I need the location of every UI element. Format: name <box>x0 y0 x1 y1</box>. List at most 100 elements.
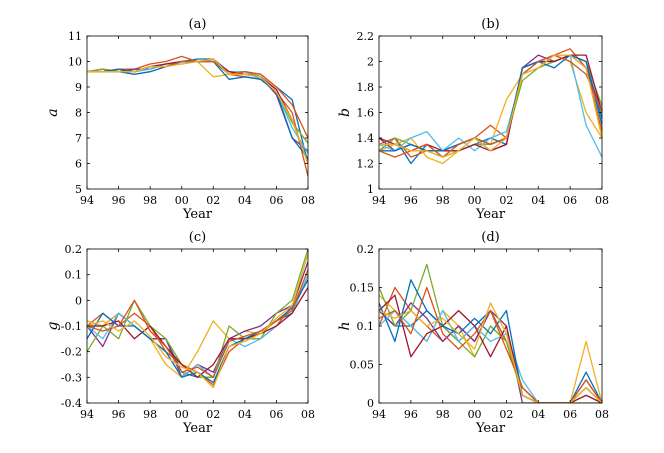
x-tick-label: 98 <box>143 194 157 207</box>
y-tick-label: -0.3 <box>61 371 82 384</box>
series-line <box>87 249 308 378</box>
series-line <box>379 54 602 152</box>
series-line <box>379 263 602 403</box>
series-line <box>87 60 308 144</box>
series-line <box>379 286 602 403</box>
series-line <box>379 302 602 403</box>
panel-title: (c) <box>189 230 206 245</box>
series-line <box>379 54 602 152</box>
x-tick-label: 96 <box>404 194 418 207</box>
y-tick-label: 2 <box>367 56 374 69</box>
series-line <box>87 60 308 154</box>
x-tick-label: 96 <box>112 194 126 207</box>
x-tick-label: 08 <box>301 408 315 421</box>
panel-title: (d) <box>481 230 499 245</box>
y-tick-label: 7 <box>75 132 82 145</box>
y-tick-label: 1 <box>367 183 374 196</box>
panel-b: 94 96 98 00 02 04 06 08 1 1.2 1.4 1.6 1.8 2 2.2 (b) Year… <box>337 17 609 222</box>
x-tick-label: 96 <box>112 408 126 421</box>
x-tick-label: 02 <box>206 194 220 207</box>
series-line <box>87 60 308 139</box>
x-tick-label: 94 <box>80 194 94 207</box>
y-tick-label: 1.8 <box>357 81 375 94</box>
x-tick-label: 98 <box>436 408 450 421</box>
x-axis-label: Year <box>475 421 506 436</box>
y-tick-label: 0 <box>75 294 82 307</box>
x-tick-label: 94 <box>372 194 386 207</box>
x-tick-label: 08 <box>301 194 315 207</box>
y-tick-label: 0.05 <box>350 359 375 372</box>
x-axis-label: Year <box>475 207 506 222</box>
series-line <box>87 58 308 164</box>
y-tick-label: 9 <box>75 81 82 94</box>
series-line <box>379 54 602 158</box>
series-line <box>87 60 308 159</box>
y-tick-label: 6 <box>75 158 82 171</box>
series-line <box>87 253 308 389</box>
y-axis-label: g <box>45 321 61 330</box>
series-line <box>379 279 602 403</box>
y-axis-label: h <box>337 321 353 330</box>
x-tick-label: 08 <box>595 408 609 421</box>
y-tick-label: 0.1 <box>65 269 83 282</box>
y-tick-label: 0.2 <box>357 243 375 256</box>
x-tick-label: 06 <box>563 194 577 207</box>
x-tick-label: 02 <box>499 408 513 421</box>
panel-c: 94 96 98 00 02 04 06 08 -0.4 -0.3 -0.2 -0.1 0 0.1 0.2 (… <box>45 230 315 436</box>
x-tick-label: 94 <box>372 408 386 421</box>
panel-a: 94 96 98 00 02 04 06 08 5 6 7 8 9 10 11 (a) Year a <box>45 17 315 222</box>
x-tick-label: 00 <box>468 408 482 421</box>
series-line <box>379 54 602 152</box>
y-tick-label: 8 <box>75 107 82 120</box>
y-tick-label: 2.2 <box>357 30 375 43</box>
y-tick-label: 0.1 <box>357 320 375 333</box>
series-line <box>87 279 308 386</box>
series-line <box>87 287 308 378</box>
panel-title: (b) <box>481 17 499 32</box>
series-line <box>87 55 308 177</box>
x-tick-label: 94 <box>80 408 94 421</box>
x-tick-label: 02 <box>206 408 220 421</box>
y-tick-label: -0.4 <box>61 397 82 410</box>
x-tick-label: 00 <box>468 194 482 207</box>
series-line <box>87 269 308 378</box>
y-tick-label: -0.1 <box>61 320 82 333</box>
x-tick-label: 00 <box>175 194 189 207</box>
y-tick-label: 11 <box>68 30 82 43</box>
panel-title: (a) <box>189 17 207 32</box>
x-tick-label: 08 <box>595 194 609 207</box>
series-group <box>87 55 308 177</box>
x-tick-label: 96 <box>404 408 418 421</box>
x-tick-label: 04 <box>531 408 545 421</box>
panel-d: 94 96 98 00 02 04 06 08 0 0.05 0.1 0.15 0.2 (d) Year h <box>337 230 609 436</box>
y-tick-label: 0.15 <box>350 282 375 295</box>
series-line <box>379 309 602 403</box>
x-axis-label: Year <box>182 207 213 222</box>
series-group <box>87 249 308 389</box>
x-tick-label: 02 <box>499 194 513 207</box>
x-tick-label: 04 <box>238 194 252 207</box>
x-tick-label: 98 <box>143 408 157 421</box>
y-tick-label: 5 <box>75 183 82 196</box>
series-line <box>379 54 602 158</box>
series-line <box>87 58 308 164</box>
x-tick-label: 00 <box>175 408 189 421</box>
series-group <box>379 48 602 165</box>
y-tick-label: -0.2 <box>61 346 82 359</box>
x-axis-label: Year <box>182 421 213 436</box>
series-line <box>87 60 308 144</box>
x-tick-label: 04 <box>531 194 545 207</box>
y-axis-label: a <box>45 108 61 116</box>
x-tick-label: 06 <box>269 408 283 421</box>
y-tick-label: 1.4 <box>357 132 375 145</box>
y-tick-label: 0 <box>367 397 374 410</box>
y-axis-label: b <box>337 108 353 117</box>
y-tick-label: 1.6 <box>357 107 375 120</box>
y-tick-label: 1.2 <box>357 158 375 171</box>
x-tick-label: 06 <box>563 408 577 421</box>
axes-box <box>378 35 603 190</box>
series-line <box>379 48 602 158</box>
series-line <box>379 54 602 165</box>
y-tick-label: 10 <box>68 56 82 69</box>
